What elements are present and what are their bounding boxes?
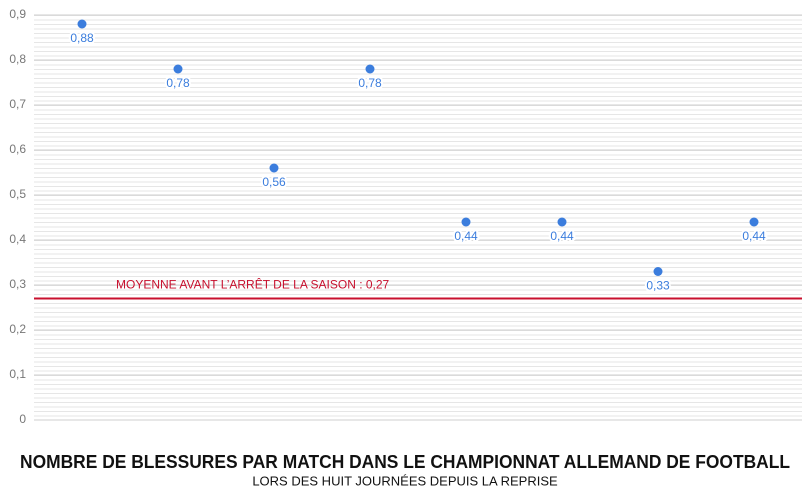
dot	[653, 267, 663, 276]
y-tick-label: 0,7	[9, 97, 26, 111]
dot	[173, 64, 183, 74]
data-label: 0,44	[742, 229, 766, 243]
data-label: 0,33	[646, 279, 670, 293]
data-label: 0,44	[550, 229, 574, 243]
data-label: 0,78	[166, 76, 190, 90]
data-label: 0,88	[70, 31, 94, 45]
plot-background	[34, 15, 802, 420]
dot	[365, 64, 375, 74]
data-label: 0,56	[262, 175, 286, 189]
y-tick-label: 0,9	[9, 7, 26, 21]
y-tick-label: 0,3	[9, 277, 26, 291]
y-tick-label: 0,8	[9, 52, 26, 66]
dot	[557, 217, 567, 227]
y-tick-label: 0,6	[9, 142, 26, 156]
dot	[749, 217, 759, 227]
dot	[77, 19, 87, 29]
reference-label: MOYENNE AVANT L’ARRÊT DE LA SAISON : 0,2…	[116, 277, 390, 292]
y-tick-label: 0,5	[9, 187, 26, 201]
data-label: 0,78	[358, 76, 382, 90]
dot	[461, 217, 471, 227]
y-tick-label: 0,4	[9, 232, 26, 246]
y-tick-label: 0,2	[9, 322, 26, 336]
chart-title: NOMBRE DE BLESSURES PAR MATCH DANS LE CH…	[20, 452, 790, 472]
y-tick-label: 0	[19, 412, 26, 426]
chart-subtitle: LORS DES HUIT JOURNÉES DEPUIS LA REPRISE	[252, 473, 558, 488]
y-tick-label: 0,1	[9, 367, 26, 381]
data-label: 0,44	[454, 229, 478, 243]
dot	[269, 163, 279, 173]
